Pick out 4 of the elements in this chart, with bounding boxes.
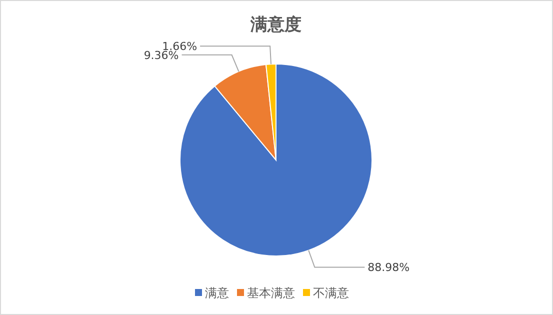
legend-label: 满意 [205,286,229,300]
legend-label: 不满意 [313,286,349,300]
title: 满意度 [250,15,302,35]
legend-label: 基本满意 [247,286,295,300]
